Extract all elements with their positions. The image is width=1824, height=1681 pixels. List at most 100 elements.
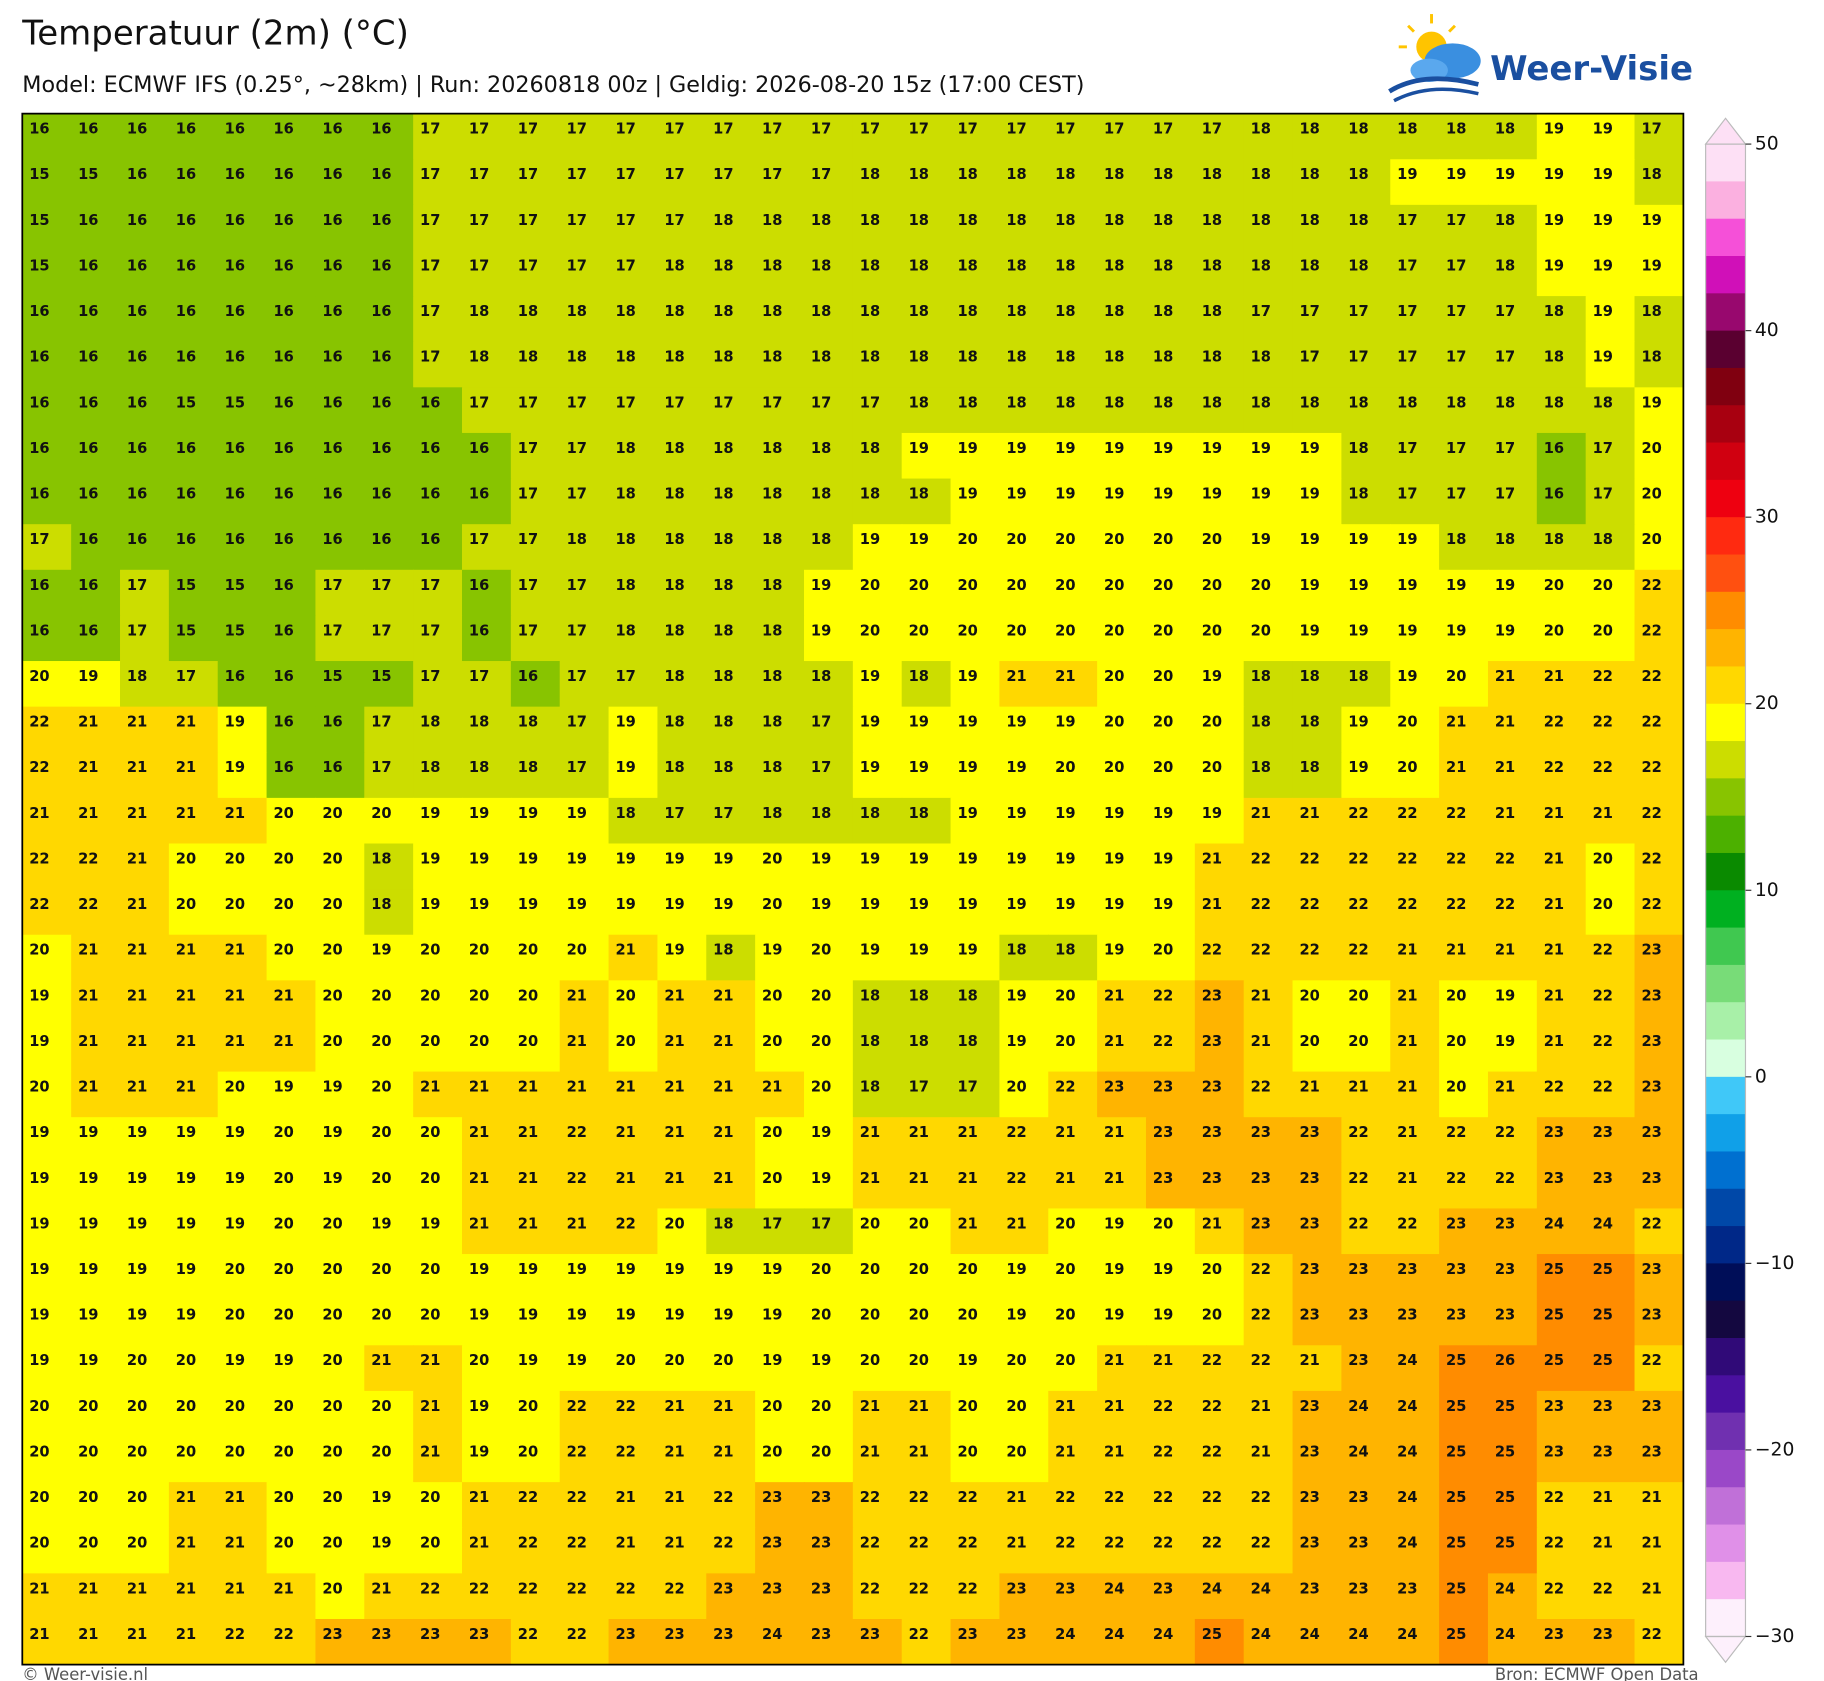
temperature-label: 23 xyxy=(762,1535,782,1552)
temperature-label: 16 xyxy=(29,622,49,639)
temperature-label: 23 xyxy=(1446,1307,1466,1324)
temperature-label: 19 xyxy=(762,1352,782,1369)
temperature-label: 20 xyxy=(420,1535,440,1552)
temperature-cell xyxy=(22,843,72,890)
temperature-cell xyxy=(1487,204,1538,252)
temperature-label: 20 xyxy=(762,1398,782,1415)
temperature-label: 19 xyxy=(420,896,440,913)
temperature-cell xyxy=(803,524,854,571)
temperature-cell xyxy=(1194,478,1245,525)
temperature-label: 20 xyxy=(273,1261,293,1278)
temperature-cell xyxy=(22,250,72,297)
temperature-label: 19 xyxy=(664,1307,684,1324)
temperature-label: 17 xyxy=(567,759,587,776)
colorbar-tick-label: 20 xyxy=(1755,693,1779,714)
temperature-cell xyxy=(1194,752,1245,799)
temperature-label: 18 xyxy=(1348,440,1368,457)
temperature-label: 18 xyxy=(1055,394,1075,411)
temperature-label: 18 xyxy=(860,1033,880,1050)
temperature-label: 20 xyxy=(273,1489,293,1506)
temperature-cell xyxy=(1243,478,1294,525)
temperature-label: 21 xyxy=(469,1215,489,1232)
temperature-label: 20 xyxy=(762,1170,782,1187)
temperature-cell xyxy=(1097,113,1147,160)
temperature-cell xyxy=(1487,296,1538,343)
temperature-cell xyxy=(999,615,1049,662)
temperature-label: 21 xyxy=(1397,1124,1417,1141)
temperature-cell xyxy=(1634,524,1684,571)
temperature-label: 20 xyxy=(273,1535,293,1552)
temperature-label: 16 xyxy=(371,531,391,548)
temperature-label: 18 xyxy=(713,257,733,274)
colorbar-band xyxy=(1705,1002,1746,1041)
temperature-cell xyxy=(1341,980,1391,1027)
temperature-cell xyxy=(1243,159,1294,206)
temperature-label: 19 xyxy=(176,1215,196,1232)
temperature-cell xyxy=(1487,113,1538,160)
temperature-cell xyxy=(266,934,317,981)
temperature-label: 19 xyxy=(1495,1033,1515,1050)
temperature-label: 23 xyxy=(1641,942,1661,959)
temperature-label: 20 xyxy=(1544,622,1564,639)
temperature-label: 20 xyxy=(371,1443,391,1460)
temperature-cell xyxy=(22,706,72,753)
temperature-cell xyxy=(803,615,854,662)
temperature-label: 21 xyxy=(664,1398,684,1415)
temperature-cell xyxy=(71,250,121,297)
temperature-cell xyxy=(217,752,268,799)
temperature-label: 17 xyxy=(518,166,538,183)
temperature-cell xyxy=(266,204,317,252)
temperature-cell xyxy=(217,296,268,343)
temperature-label: 19 xyxy=(957,714,977,731)
temperature-cell xyxy=(559,296,610,343)
colorbar-band xyxy=(1705,218,1746,257)
temperature-label: 16 xyxy=(273,486,293,503)
temperature-label: 18 xyxy=(1299,257,1319,274)
temperature-cell xyxy=(510,432,561,480)
temperature-label: 20 xyxy=(322,1307,342,1324)
temperature-label: 23 xyxy=(1641,1033,1661,1050)
temperature-label: 19 xyxy=(1153,805,1173,822)
temperature-cell xyxy=(1439,250,1489,297)
temperature-cell xyxy=(266,296,317,343)
temperature-cell xyxy=(1487,159,1538,206)
temperature-label: 19 xyxy=(29,1170,49,1187)
temperature-cell xyxy=(1487,843,1538,890)
temperature-label: 16 xyxy=(273,257,293,274)
temperature-label: 22 xyxy=(1495,1170,1515,1187)
temperature-label: 20 xyxy=(1153,759,1173,776)
temperature-cell xyxy=(1243,706,1294,753)
temperature-label: 19 xyxy=(176,1261,196,1278)
temperature-cell xyxy=(657,752,707,799)
temperature-label: 22 xyxy=(29,850,49,867)
temperature-label: 20 xyxy=(176,1352,196,1369)
temperature-label: 22 xyxy=(1202,1535,1222,1552)
temperature-label: 22 xyxy=(567,1398,587,1415)
temperature-cell xyxy=(168,934,219,981)
temperature-label: 22 xyxy=(1006,1170,1026,1187)
temperature-cell xyxy=(413,204,463,252)
temperature-label: 20 xyxy=(1202,714,1222,731)
temperature-cell xyxy=(1585,478,1636,525)
colorbar-band xyxy=(1705,1188,1746,1227)
temperature-label: 24 xyxy=(1397,1489,1417,1506)
temperature-cell xyxy=(413,341,463,388)
temperature-cell xyxy=(755,204,805,252)
temperature-cell xyxy=(559,250,610,297)
temperature-cell xyxy=(1390,296,1440,343)
colorbar-band xyxy=(1705,1561,1746,1600)
temperature-label: 20 xyxy=(273,1124,293,1141)
logo: Weer-Visie xyxy=(1388,14,1693,103)
temperature-label: 21 xyxy=(1202,1215,1222,1232)
temperature-cell xyxy=(1341,889,1391,936)
temperature-label: 22 xyxy=(1495,896,1515,913)
colorbar-band xyxy=(1705,778,1746,817)
temperature-label: 18 xyxy=(1251,668,1271,685)
temperature-label: 22 xyxy=(567,1535,587,1552)
temperature-cell xyxy=(413,250,463,297)
temperature-label: 21 xyxy=(78,1033,98,1050)
temperature-label: 21 xyxy=(127,1033,147,1050)
temperature-label: 21 xyxy=(29,1626,49,1643)
temperature-label: 18 xyxy=(860,805,880,822)
temperature-cell xyxy=(706,113,756,160)
